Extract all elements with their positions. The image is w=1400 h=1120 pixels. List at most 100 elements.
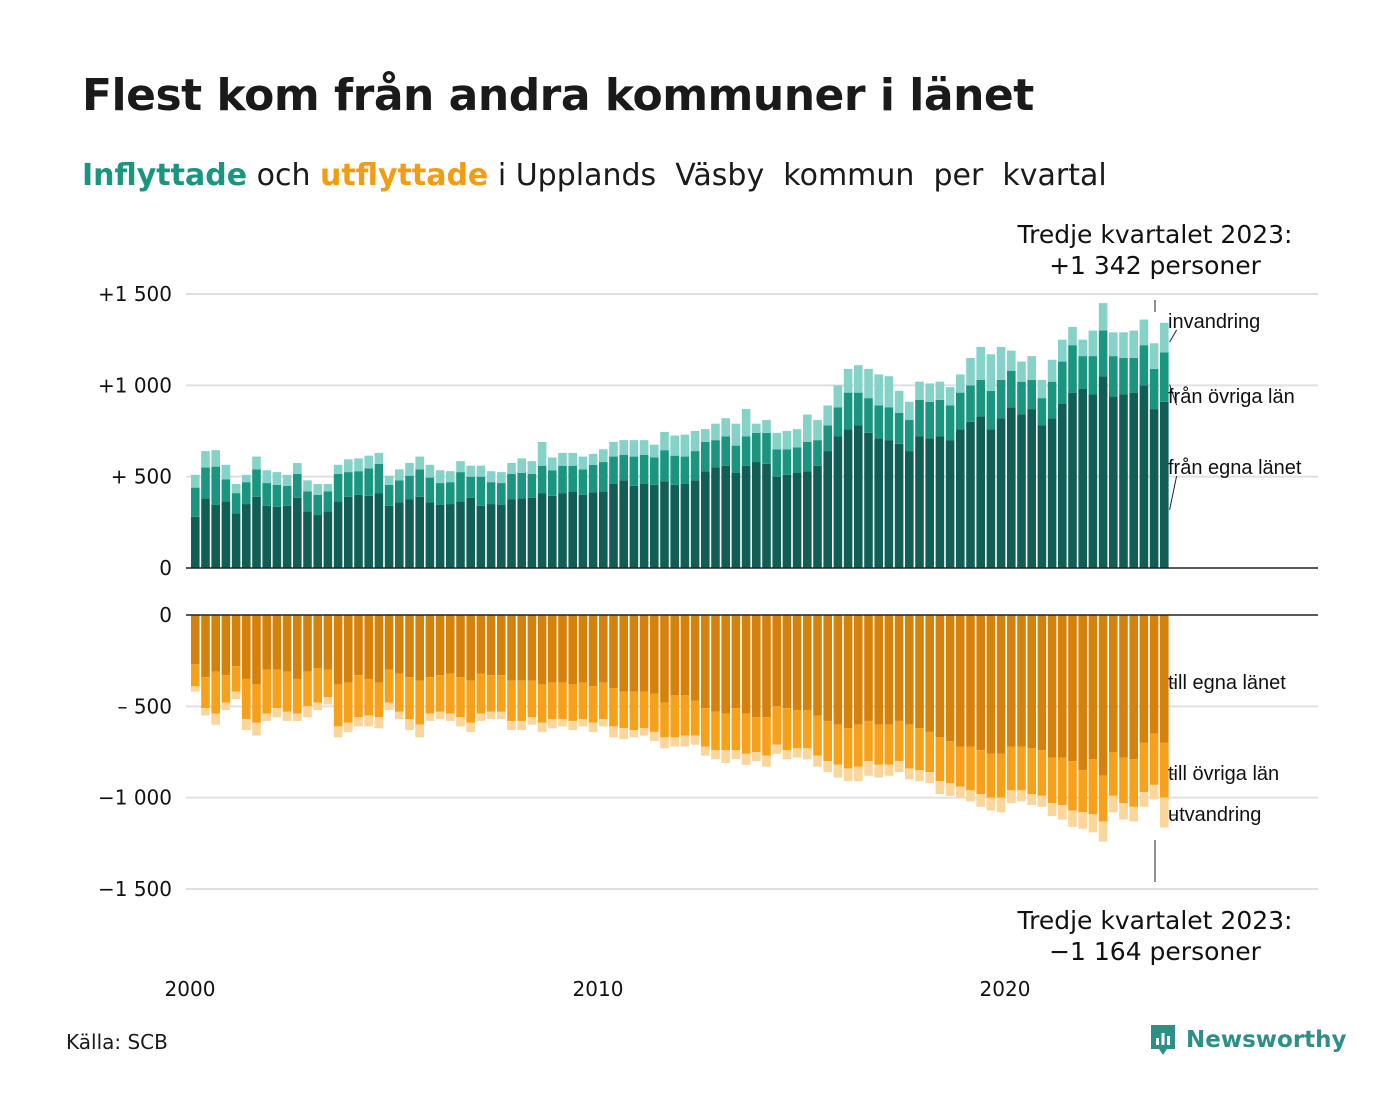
inflow-bar-q47-s2 <box>670 435 679 456</box>
inflow-bar-q36-s0 <box>558 493 567 568</box>
inflow-bar-q0-s1 <box>191 487 200 517</box>
inflow-bar-q94-s0 <box>1149 409 1159 568</box>
outflow-bar-q36-s2 <box>558 719 567 727</box>
outflow-bar-q1-s0 <box>201 615 210 678</box>
outflow-bar-q43-s2 <box>629 730 639 738</box>
outflow-bar-q29-s0 <box>486 615 496 676</box>
inflow-bar-q29-s1 <box>486 482 496 505</box>
outflow-bar-q93-s1 <box>1139 742 1149 793</box>
outflow-bar-q26-s0 <box>456 615 465 678</box>
subtitle-and-word: och <box>256 158 311 193</box>
outflow-bar-q37-s1 <box>568 684 577 721</box>
inflow-bar-q33-s2 <box>527 461 537 474</box>
outflow-bar-q42-s1 <box>619 691 628 729</box>
outflow-bar-q83-s1 <box>1037 750 1047 796</box>
outflow-bar-q35-s0 <box>548 615 557 683</box>
inflow-bar-q42-s2 <box>619 440 628 455</box>
inflow-bar-q58-s0 <box>782 474 792 568</box>
outflow-bar-q55-s2 <box>752 752 761 762</box>
outflow-bar-q24-s2 <box>435 711 445 720</box>
inflow-bar-q76-s1 <box>966 385 975 422</box>
inflow-bar-q41-s2 <box>609 441 618 457</box>
inflow-bar-q46-s0 <box>660 481 669 568</box>
inflow-bar-q2-s0 <box>211 504 220 568</box>
outflow-bar-q42-s2 <box>619 728 628 740</box>
inflow-bar-q82-s1 <box>1027 379 1036 410</box>
outflow-bar-q54-s0 <box>741 615 751 714</box>
inflow-bar-q95-s1 <box>1160 352 1169 402</box>
inflow-bar-q64-s0 <box>843 429 853 568</box>
inflow-bar-q80-s0 <box>1007 407 1016 568</box>
outflow-bar-q56-s2 <box>762 755 771 767</box>
outflow-bar-q80-s0 <box>1007 615 1016 747</box>
inflow-bar-q45-s1 <box>650 457 659 485</box>
outflow-bar-q8-s2 <box>272 708 282 718</box>
outflow-bar-q43-s0 <box>629 615 639 692</box>
outflow-bar-q13-s2 <box>323 697 333 705</box>
inflow-bar-q22-s1 <box>415 469 424 497</box>
inflow-bar-q33-s0 <box>527 497 537 568</box>
inflow-bar-q62-s0 <box>823 451 832 568</box>
outflow-bar-q82-s0 <box>1027 615 1036 749</box>
outflow-bar-q27-s1 <box>466 680 475 723</box>
outflow-bar-q21-s2 <box>405 719 414 731</box>
inflow-bar-q37-s0 <box>568 491 577 568</box>
inflow-bar-q43-s0 <box>629 485 639 568</box>
outflow-bar-q70-s2 <box>905 768 914 780</box>
inflow-bar-q56-s0 <box>762 463 771 568</box>
inflow-bar-q55-s1 <box>752 432 761 463</box>
outflow-bar-q0-s0 <box>191 615 200 665</box>
outflow-bar-q18-s1 <box>374 682 384 718</box>
inflow-bar-q12-s2 <box>313 483 322 495</box>
inflow-bar-q9-s1 <box>282 485 292 506</box>
inflow-bar-q18-s1 <box>374 463 384 494</box>
inflow-bar-q87-s1 <box>1078 356 1087 389</box>
inflow-bar-q53-s1 <box>731 445 741 474</box>
outflow-bar-q46-s2 <box>660 737 669 749</box>
inflow-bar-q51-s0 <box>711 467 720 568</box>
outflow-bar-q75-s2 <box>956 786 965 798</box>
y-tick-upper-2: + 500 <box>111 465 172 489</box>
subtitle-inflow-word: Inflyttade <box>82 158 248 193</box>
outflow-bar-q88-s0 <box>1088 615 1098 760</box>
outflow-bar-q64-s0 <box>843 615 853 729</box>
inflow-bar-q81-s1 <box>1017 381 1026 415</box>
inflow-bar-q39-s2 <box>588 453 598 465</box>
y-tick-lower-2: −1 000 <box>98 786 172 810</box>
outflow-bar-q55-s1 <box>752 717 761 752</box>
inflow-bar-q63-s0 <box>833 436 843 568</box>
inflow-bar-q54-s1 <box>741 436 751 466</box>
inflow-bar-q54-s2 <box>741 409 751 437</box>
inflow-bar-q33-s1 <box>527 473 537 498</box>
outflow-bar-q80-s1 <box>1007 746 1016 791</box>
outflow-bar-q79-s2 <box>996 797 1006 813</box>
inflow-bar-q85-s2 <box>1058 339 1067 362</box>
migration-chart: +1 500 +1 000 + 500 0 0 – 500 −1 000 −1 500 2000… <box>98 220 1318 1001</box>
outflow-bar-q13-s1 <box>323 669 333 698</box>
outflow-bar-q0-s1 <box>191 664 200 687</box>
inflow-bar-q90-s1 <box>1109 356 1118 397</box>
outflow-bar-q45-s0 <box>650 615 659 694</box>
outflow-bar-q92-s1 <box>1129 759 1138 807</box>
outflow-bar-q11-s1 <box>303 671 312 707</box>
inflow-bar-q16-s1 <box>354 471 363 495</box>
inflow-bar-q0-s2 <box>191 474 200 488</box>
outflow-bar-q69-s2 <box>894 761 904 773</box>
inflow-bar-q45-s0 <box>650 484 659 568</box>
outflow-bar-q68-s2 <box>884 764 894 776</box>
inflow-bar-q18-s0 <box>374 493 384 568</box>
inflow-bar-q44-s0 <box>639 483 649 568</box>
outflow-bar-q63-s2 <box>833 764 843 778</box>
inflow-bar-q21-s1 <box>405 475 414 500</box>
outflow-bar-q51-s0 <box>711 615 720 712</box>
outflow-bar-q49-s0 <box>690 615 700 701</box>
outflow-bar-q72-s1 <box>925 731 934 773</box>
outflow-bar-q10-s2 <box>293 713 302 721</box>
inflow-bar-q42-s0 <box>619 480 628 568</box>
inflow-bar-q64-s1 <box>843 392 853 430</box>
inflow-bar-q20-s2 <box>395 469 404 481</box>
outflow-bar-q30-s1 <box>497 675 506 712</box>
outflow-bar-q61-s0 <box>813 615 822 716</box>
outflow-bar-q25-s0 <box>446 615 455 674</box>
inflow-bar-q35-s2 <box>548 457 557 471</box>
